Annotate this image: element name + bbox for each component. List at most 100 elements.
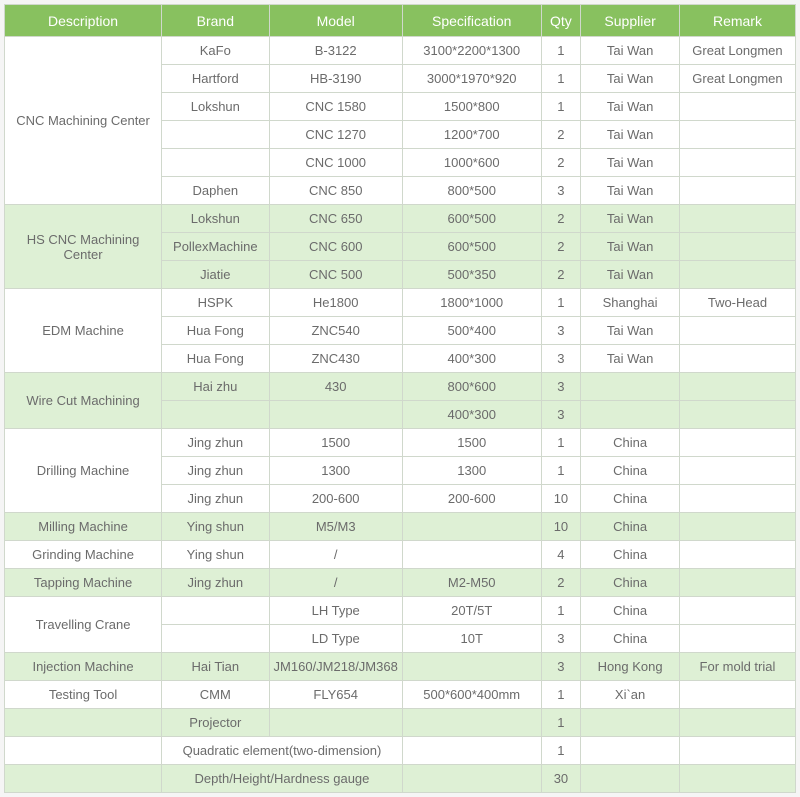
cell-brand: Jing zhun bbox=[162, 429, 269, 457]
cell-spec bbox=[402, 653, 541, 681]
cell-brand: Daphen bbox=[162, 177, 269, 205]
cell-spec: 1800*1000 bbox=[402, 289, 541, 317]
cell-brand bbox=[162, 121, 269, 149]
cell-brand: Hartford bbox=[162, 65, 269, 93]
cell-spec bbox=[402, 737, 541, 765]
cell-qty: 1 bbox=[541, 65, 581, 93]
cell-brand: Jing zhun bbox=[162, 569, 269, 597]
cell-spec: 500*600*400mm bbox=[402, 681, 541, 709]
cell-supplier bbox=[581, 765, 680, 793]
cell-supplier: Tai Wan bbox=[581, 205, 680, 233]
equipment-table: Description Brand Model Specification Qt… bbox=[4, 4, 796, 793]
cell-model: / bbox=[269, 569, 402, 597]
cell-remark bbox=[679, 681, 795, 709]
cell-model: / bbox=[269, 541, 402, 569]
cell-supplier bbox=[581, 709, 680, 737]
header-remark: Remark bbox=[679, 5, 795, 37]
section-label bbox=[5, 709, 162, 737]
header-brand: Brand bbox=[162, 5, 269, 37]
cell-model: B-3122 bbox=[269, 37, 402, 65]
cell-model: CNC 500 bbox=[269, 261, 402, 289]
cell-remark bbox=[679, 373, 795, 401]
cell-qty: 3 bbox=[541, 177, 581, 205]
section-label bbox=[5, 765, 162, 793]
cell-supplier: Tai Wan bbox=[581, 261, 680, 289]
cell-remark: Great Longmen bbox=[679, 37, 795, 65]
section-label: Testing Tool bbox=[5, 681, 162, 709]
cell-supplier: Tai Wan bbox=[581, 65, 680, 93]
cell-model: CNC 850 bbox=[269, 177, 402, 205]
cell-spec bbox=[402, 765, 541, 793]
cell-model: M5/M3 bbox=[269, 513, 402, 541]
cell-brand bbox=[162, 597, 269, 625]
cell-remark bbox=[679, 765, 795, 793]
cell-qty: 3 bbox=[541, 345, 581, 373]
cell-brand: Jing zhun bbox=[162, 485, 269, 513]
section-label bbox=[5, 737, 162, 765]
cell-remark bbox=[679, 205, 795, 233]
cell-remark bbox=[679, 93, 795, 121]
table-row: Grinding Machine Ying shun / 4 China bbox=[5, 541, 796, 569]
cell-supplier: China bbox=[581, 485, 680, 513]
cell-spec: 1500*800 bbox=[402, 93, 541, 121]
cell-supplier: Tai Wan bbox=[581, 233, 680, 261]
section-label: EDM Machine bbox=[5, 289, 162, 373]
cell-brand: KaFo bbox=[162, 37, 269, 65]
cell-qty: 30 bbox=[541, 765, 581, 793]
cell-qty: 1 bbox=[541, 457, 581, 485]
section-label: Injection Machine bbox=[5, 653, 162, 681]
section-label: Milling Machine bbox=[5, 513, 162, 541]
cell-qty: 2 bbox=[541, 233, 581, 261]
cell-brand: Lokshun bbox=[162, 93, 269, 121]
cell-qty: 1 bbox=[541, 93, 581, 121]
cell-remark bbox=[679, 121, 795, 149]
cell-model: 200-600 bbox=[269, 485, 402, 513]
cell-qty: 1 bbox=[541, 429, 581, 457]
cell-remark bbox=[679, 429, 795, 457]
cell-remark bbox=[679, 149, 795, 177]
cell-qty: 1 bbox=[541, 289, 581, 317]
cell-remark: Great Longmen bbox=[679, 65, 795, 93]
cell-spec: 1200*700 bbox=[402, 121, 541, 149]
cell-brand: Hua Fong bbox=[162, 317, 269, 345]
cell-model: CNC 1000 bbox=[269, 149, 402, 177]
section-label: Wire Cut Machining bbox=[5, 373, 162, 429]
cell-spec: 600*500 bbox=[402, 205, 541, 233]
table-row: Projector 1 bbox=[5, 709, 796, 737]
cell-qty: 3 bbox=[541, 401, 581, 429]
cell-brand bbox=[162, 625, 269, 653]
cell-model: CNC 1270 bbox=[269, 121, 402, 149]
cell-spec: 800*600 bbox=[402, 373, 541, 401]
table-row: Depth/Height/Hardness gauge 30 bbox=[5, 765, 796, 793]
cell-remark: Two-Head bbox=[679, 289, 795, 317]
cell-brand: Jiatie bbox=[162, 261, 269, 289]
section-label: Tapping Machine bbox=[5, 569, 162, 597]
header-description: Description bbox=[5, 5, 162, 37]
cell-qty: 2 bbox=[541, 569, 581, 597]
cell-qty: 3 bbox=[541, 317, 581, 345]
cell-model: CNC 600 bbox=[269, 233, 402, 261]
cell-supplier: Tai Wan bbox=[581, 121, 680, 149]
cell-supplier: China bbox=[581, 597, 680, 625]
cell-qty: 1 bbox=[541, 737, 581, 765]
cell-supplier: China bbox=[581, 429, 680, 457]
cell-supplier: China bbox=[581, 457, 680, 485]
cell-model: He1800 bbox=[269, 289, 402, 317]
table-row: Tapping Machine Jing zhun / M2-M50 2 Chi… bbox=[5, 569, 796, 597]
cell-spec: 10T bbox=[402, 625, 541, 653]
cell-supplier: China bbox=[581, 569, 680, 597]
cell-supplier: Tai Wan bbox=[581, 93, 680, 121]
cell-remark bbox=[679, 401, 795, 429]
cell-spec: M2-M50 bbox=[402, 569, 541, 597]
cell-model: CNC 650 bbox=[269, 205, 402, 233]
section-label: Grinding Machine bbox=[5, 541, 162, 569]
cell-remark bbox=[679, 709, 795, 737]
cell-model: 1300 bbox=[269, 457, 402, 485]
cell-model: 1500 bbox=[269, 429, 402, 457]
cell-brand: Hua Fong bbox=[162, 345, 269, 373]
cell-supplier: Tai Wan bbox=[581, 37, 680, 65]
cell-model: JM160/JM218/JM368 bbox=[269, 653, 402, 681]
cell-brand: Lokshun bbox=[162, 205, 269, 233]
cell-qty: 2 bbox=[541, 205, 581, 233]
cell-remark bbox=[679, 541, 795, 569]
